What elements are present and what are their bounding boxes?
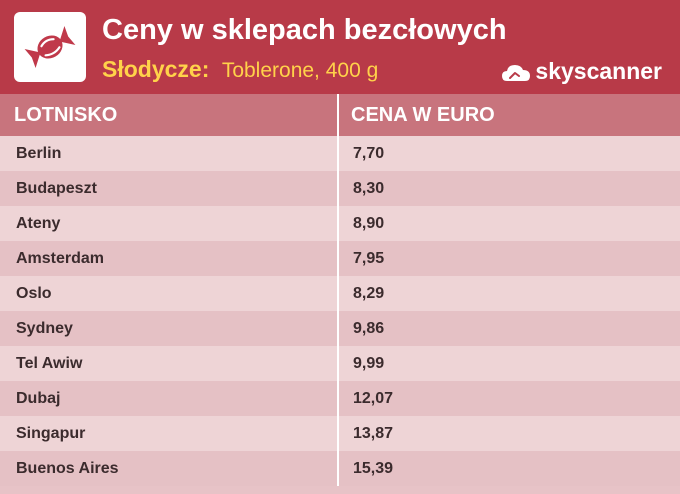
table-row: Amsterdam 7,95 (0, 241, 680, 276)
page-title: Ceny w sklepach bezcłowych (102, 14, 507, 46)
airport-cell: Singapur (0, 416, 338, 451)
airport-cell: Dubaj (0, 381, 338, 416)
column-header-price: CENA W EURO (337, 94, 680, 136)
subtitle-label: Słodycze: (102, 56, 210, 82)
price-cell: 8,29 (337, 276, 680, 311)
airport-cell: Ateny (0, 206, 338, 241)
price-cell: 8,30 (337, 171, 680, 206)
airport-cell: Sydney (0, 311, 338, 346)
table-row: Sydney 9,86 (0, 311, 680, 346)
table-header-row: LOTNISKO CENA W EURO (0, 94, 680, 136)
brand-name: skyscanner (535, 58, 662, 84)
table-row: Buenos Aires 15,39 (0, 451, 680, 486)
column-header-airport: LOTNISKO (0, 94, 338, 136)
price-cell: 7,70 (337, 136, 680, 171)
price-cell: 9,86 (337, 311, 680, 346)
subtitle: Słodycze: Toblerone, 400 g (102, 56, 378, 83)
header: Ceny w sklepach bezcłowych Słodycze: Tob… (0, 0, 680, 94)
price-cell: 9,99 (337, 346, 680, 381)
airport-cell: Berlin (0, 136, 338, 171)
candy-logo (14, 12, 86, 82)
cloud-icon (502, 64, 531, 81)
candy-icon (24, 25, 76, 69)
table-row: Berlin 7,70 (0, 136, 680, 171)
airport-cell: Tel Awiw (0, 346, 338, 381)
price-cell: 13,87 (337, 416, 680, 451)
table-row: Oslo 8,29 (0, 276, 680, 311)
airport-cell: Amsterdam (0, 241, 338, 276)
airport-cell: Budapeszt (0, 171, 338, 206)
table-row: Singapur 13,87 (0, 416, 680, 451)
price-cell: 8,90 (337, 206, 680, 241)
price-cell: 15,39 (337, 451, 680, 486)
price-cell: 7,95 (337, 241, 680, 276)
brand-logo: skyscanner (501, 58, 662, 85)
table-row: Dubaj 12,07 (0, 381, 680, 416)
price-table: LOTNISKO CENA W EURO Berlin 7,70 Budapes… (0, 94, 680, 486)
table-row: Tel Awiw 9,99 (0, 346, 680, 381)
subtitle-value: Toblerone, 400 g (221, 59, 379, 82)
airport-cell: Oslo (0, 276, 338, 311)
airport-cell: Buenos Aires (0, 451, 338, 486)
table-row: Budapeszt 8,30 (0, 171, 680, 206)
table-row: Ateny 8,90 (0, 206, 680, 241)
price-cell: 12,07 (337, 381, 680, 416)
